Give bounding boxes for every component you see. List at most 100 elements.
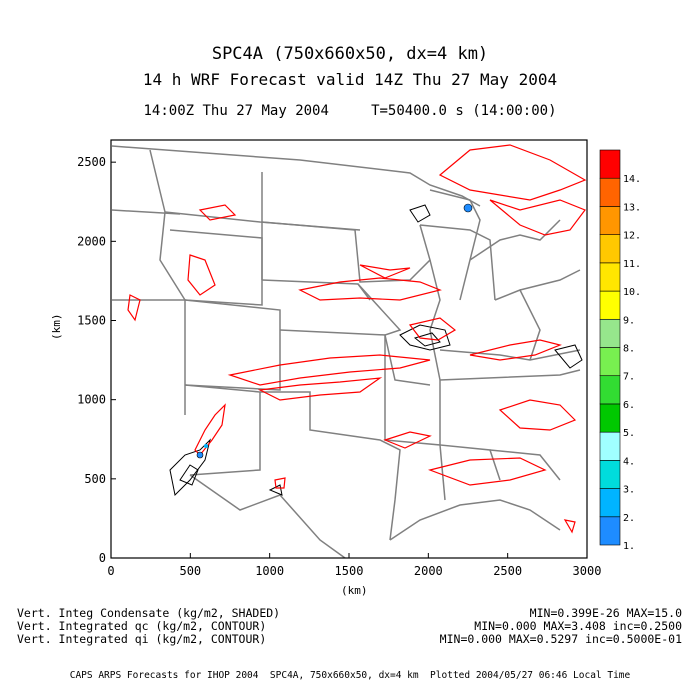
colorbar-label: 9. <box>623 315 635 326</box>
qi-contour-mn-1 <box>409 204 431 223</box>
y-tick-label: 1000 <box>77 393 106 407</box>
colorbar-label: 14. <box>623 174 641 185</box>
qc-band-se-1 <box>427 457 547 486</box>
colorbar-swatch <box>599 403 621 433</box>
colorbar-swatch <box>599 347 621 377</box>
legend-line-2: Vert. Integrated qc (kg/m2, CONTOUR) <box>17 619 267 633</box>
state-line-ks-ok <box>279 329 386 380</box>
colorbar-swatch <box>599 431 621 461</box>
plot-title: SPC4A (750x660x50, dx=4 km) <box>211 44 489 64</box>
qc-band-ar-1 <box>383 431 432 449</box>
plot-subtitle: 14 h WRF Forecast valid 14Z Thu 27 May 2… <box>142 70 558 89</box>
qi-contour-nm-2 <box>179 464 199 486</box>
qc-band-ga-1 <box>563 519 576 534</box>
shaded-patch-nm-2 <box>204 444 208 448</box>
legend-stats-1: MIN=0.399E-26 MAX=15.0 <box>529 606 682 620</box>
qc-band-se-2 <box>498 399 577 431</box>
x-tick-label: 1500 <box>335 564 364 578</box>
colorbar-swatch <box>599 460 621 489</box>
x-tick-label: 3000 <box>573 564 602 578</box>
y-axis-label: (km) <box>50 313 63 341</box>
state-line-oh <box>494 289 541 361</box>
model-time: T=50400.0 s (14:00:00) <box>371 103 557 119</box>
footer-credit: CAPS ARPS Forecasts for IHOP 2004 SPC4A,… <box>69 670 631 681</box>
colorbar-label: 3. <box>623 485 635 496</box>
colorbar-label: 1. <box>623 541 635 552</box>
qc-band-west-1 <box>187 254 216 296</box>
state-line-mn <box>354 224 431 283</box>
qc-band-plains-1 <box>298 277 442 301</box>
colorbar-swatch <box>599 488 621 518</box>
x-tick-label: 0 <box>107 564 114 578</box>
state-line-wy <box>169 229 263 306</box>
qc-band-ohv-1 <box>469 339 562 361</box>
colorbar-swatch <box>599 516 621 546</box>
qc-band-ne-1 <box>438 144 587 201</box>
state-line-il-in <box>429 259 441 381</box>
state-line-ne-ks <box>261 279 371 301</box>
qc-band-ok-1 <box>227 354 431 386</box>
qi-contours <box>169 204 583 497</box>
legend-stats-2: MIN=0.000 MAX=3.408 inc=0.2500 <box>474 619 682 633</box>
state-line-ms-al <box>439 380 501 481</box>
state-line-ar-la <box>384 380 446 501</box>
qi-contour-tx-1 <box>268 484 283 496</box>
valid-time: 14:00Z Thu 27 May 2004 <box>143 103 329 119</box>
state-line-tx-coast <box>189 474 346 559</box>
colorbar-swatch <box>599 262 621 292</box>
state-line-nm <box>184 384 261 476</box>
colorbar-label: 6. <box>623 400 635 411</box>
qc-contours <box>127 144 587 534</box>
state-line-ga-fl <box>489 449 561 481</box>
y-tick-label: 2000 <box>77 234 106 248</box>
colorbar-label: 5. <box>623 428 635 439</box>
shaded-patch-mn <box>463 203 473 213</box>
state-line-wi-mi <box>419 224 496 301</box>
colorbar-swatch <box>599 177 621 207</box>
state-line-tn-s <box>439 369 581 381</box>
y-tick-label: 0 <box>99 551 106 565</box>
qi-contour-nm-1 <box>169 438 211 497</box>
colorbar-label: 2. <box>623 513 635 524</box>
qc-band-tx-1 <box>274 477 286 489</box>
colorbar-label: 8. <box>623 344 635 355</box>
colorbar-label: 10. <box>623 287 641 298</box>
legend-line-3: Vert. Integrated qi (kg/m2, CONTOUR) <box>17 632 267 646</box>
state-line-wa-or <box>111 209 181 215</box>
y-tick-label: 500 <box>84 472 106 486</box>
colorbar-swatch <box>599 234 621 264</box>
colorbar-swatch <box>599 290 621 320</box>
state-line-nv-ut <box>112 299 186 415</box>
colorbar-swatch <box>599 318 621 348</box>
colorbar-swatch <box>599 206 621 235</box>
state-line-ia-mo <box>357 283 431 386</box>
axis-ticks: 0 500 1000 1500 2000 2500 3000 0 500 1000 1500 2000… <box>77 155 601 578</box>
great-lakes <box>429 189 561 301</box>
state-line-dak <box>261 221 356 231</box>
qc-band-ne-2 <box>489 199 586 236</box>
plot-frame <box>110 139 588 559</box>
qc-band-mo-1 <box>408 317 457 341</box>
qc-band-mt-1 <box>198 204 237 221</box>
x-tick-label: 2500 <box>493 564 522 578</box>
colorbar-swatch <box>599 149 621 179</box>
qc-band-nm-1 <box>194 403 226 456</box>
legend-line-1: Vert. Integ Condensate (kg/m2, SHADED) <box>17 606 281 620</box>
x-tick-label: 500 <box>179 564 201 578</box>
colorbar-label: 7. <box>623 372 635 383</box>
gulf-coast <box>389 499 561 541</box>
state-line-co <box>184 299 281 391</box>
x-tick-label: 2000 <box>414 564 443 578</box>
qi-contour-ia-2 <box>413 332 441 347</box>
canada-border <box>111 145 481 207</box>
colorbar: 1. 2. 3. 4. 5. 6. 7. 8. 9. 10. 11. 12. 13. 14. <box>599 149 641 552</box>
legend-stats-3: MIN=0.000 MAX=0.5297 inc=0.5000E-01 <box>439 632 682 646</box>
x-tick-label: 1000 <box>255 564 284 578</box>
valid-time-line: 14:00Z Thu 27 May 2004 T=50400.0 s (14:0… <box>0 103 700 119</box>
colorbar-label: 13. <box>623 202 641 213</box>
colorbar-swatch <box>599 375 621 405</box>
shaded-patch-nm <box>196 451 204 459</box>
state-line-east <box>519 269 581 291</box>
qc-band-ok-2 <box>257 377 383 401</box>
